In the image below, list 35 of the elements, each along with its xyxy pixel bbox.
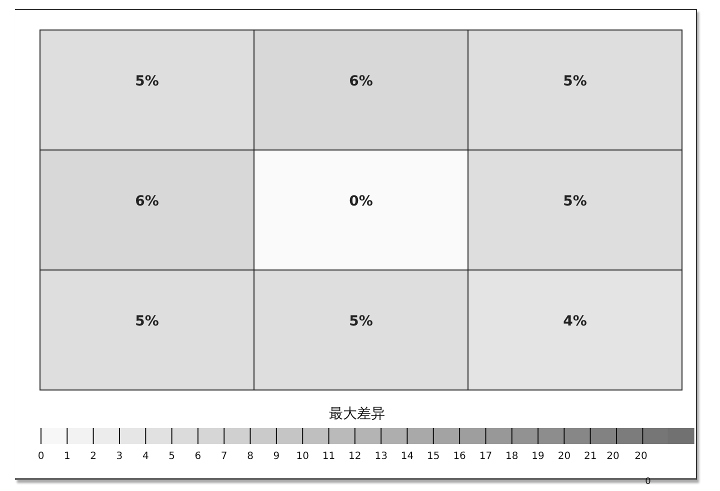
color-bar-label: 7 (220, 451, 228, 462)
data-label: 4% (563, 313, 587, 330)
color-bar-title: 最大差异 (329, 406, 385, 422)
color-bar-label: 20 (558, 451, 571, 462)
data-label: 5% (135, 73, 159, 90)
color-bar-label: 3 (116, 451, 123, 462)
color-bar-label: 19 (532, 451, 544, 462)
color-bar-label: 13 (374, 451, 388, 462)
data-label: 6% (135, 193, 159, 210)
data-label: 0% (349, 193, 373, 210)
text: 0 (645, 477, 652, 487)
color-bar-label: 8 (247, 451, 254, 462)
color-bar-label: 14 (400, 451, 414, 462)
color-bar-label: 2 (90, 451, 97, 462)
text: 20 (606, 451, 620, 462)
color-bar-label: 21 (584, 451, 597, 462)
text: 20 (634, 451, 648, 462)
color-bar-label: 16 (453, 451, 466, 462)
color-bar-label: 18 (506, 451, 518, 462)
data-label: 5% (349, 313, 373, 330)
color-bar-label: 4 (142, 451, 149, 462)
data-label: 5% (563, 193, 587, 210)
color-bar-label: 17 (479, 451, 492, 462)
color-bar-label: 5 (168, 451, 175, 462)
color-bar-label: 10 (296, 451, 309, 462)
color-bar-label: 12 (348, 451, 362, 462)
color-bar-label: 6 (194, 451, 202, 462)
color-bar-label: 1 (64, 451, 70, 462)
color-bar-label: 9 (273, 451, 280, 462)
color-bar-label: 0 (38, 451, 44, 462)
color-bar-label: 15 (427, 451, 440, 462)
data-label: 6% (349, 73, 373, 90)
data-label: 5% (563, 73, 587, 90)
color-bar-label: 11 (322, 451, 336, 462)
data-label: 5% (135, 313, 159, 330)
